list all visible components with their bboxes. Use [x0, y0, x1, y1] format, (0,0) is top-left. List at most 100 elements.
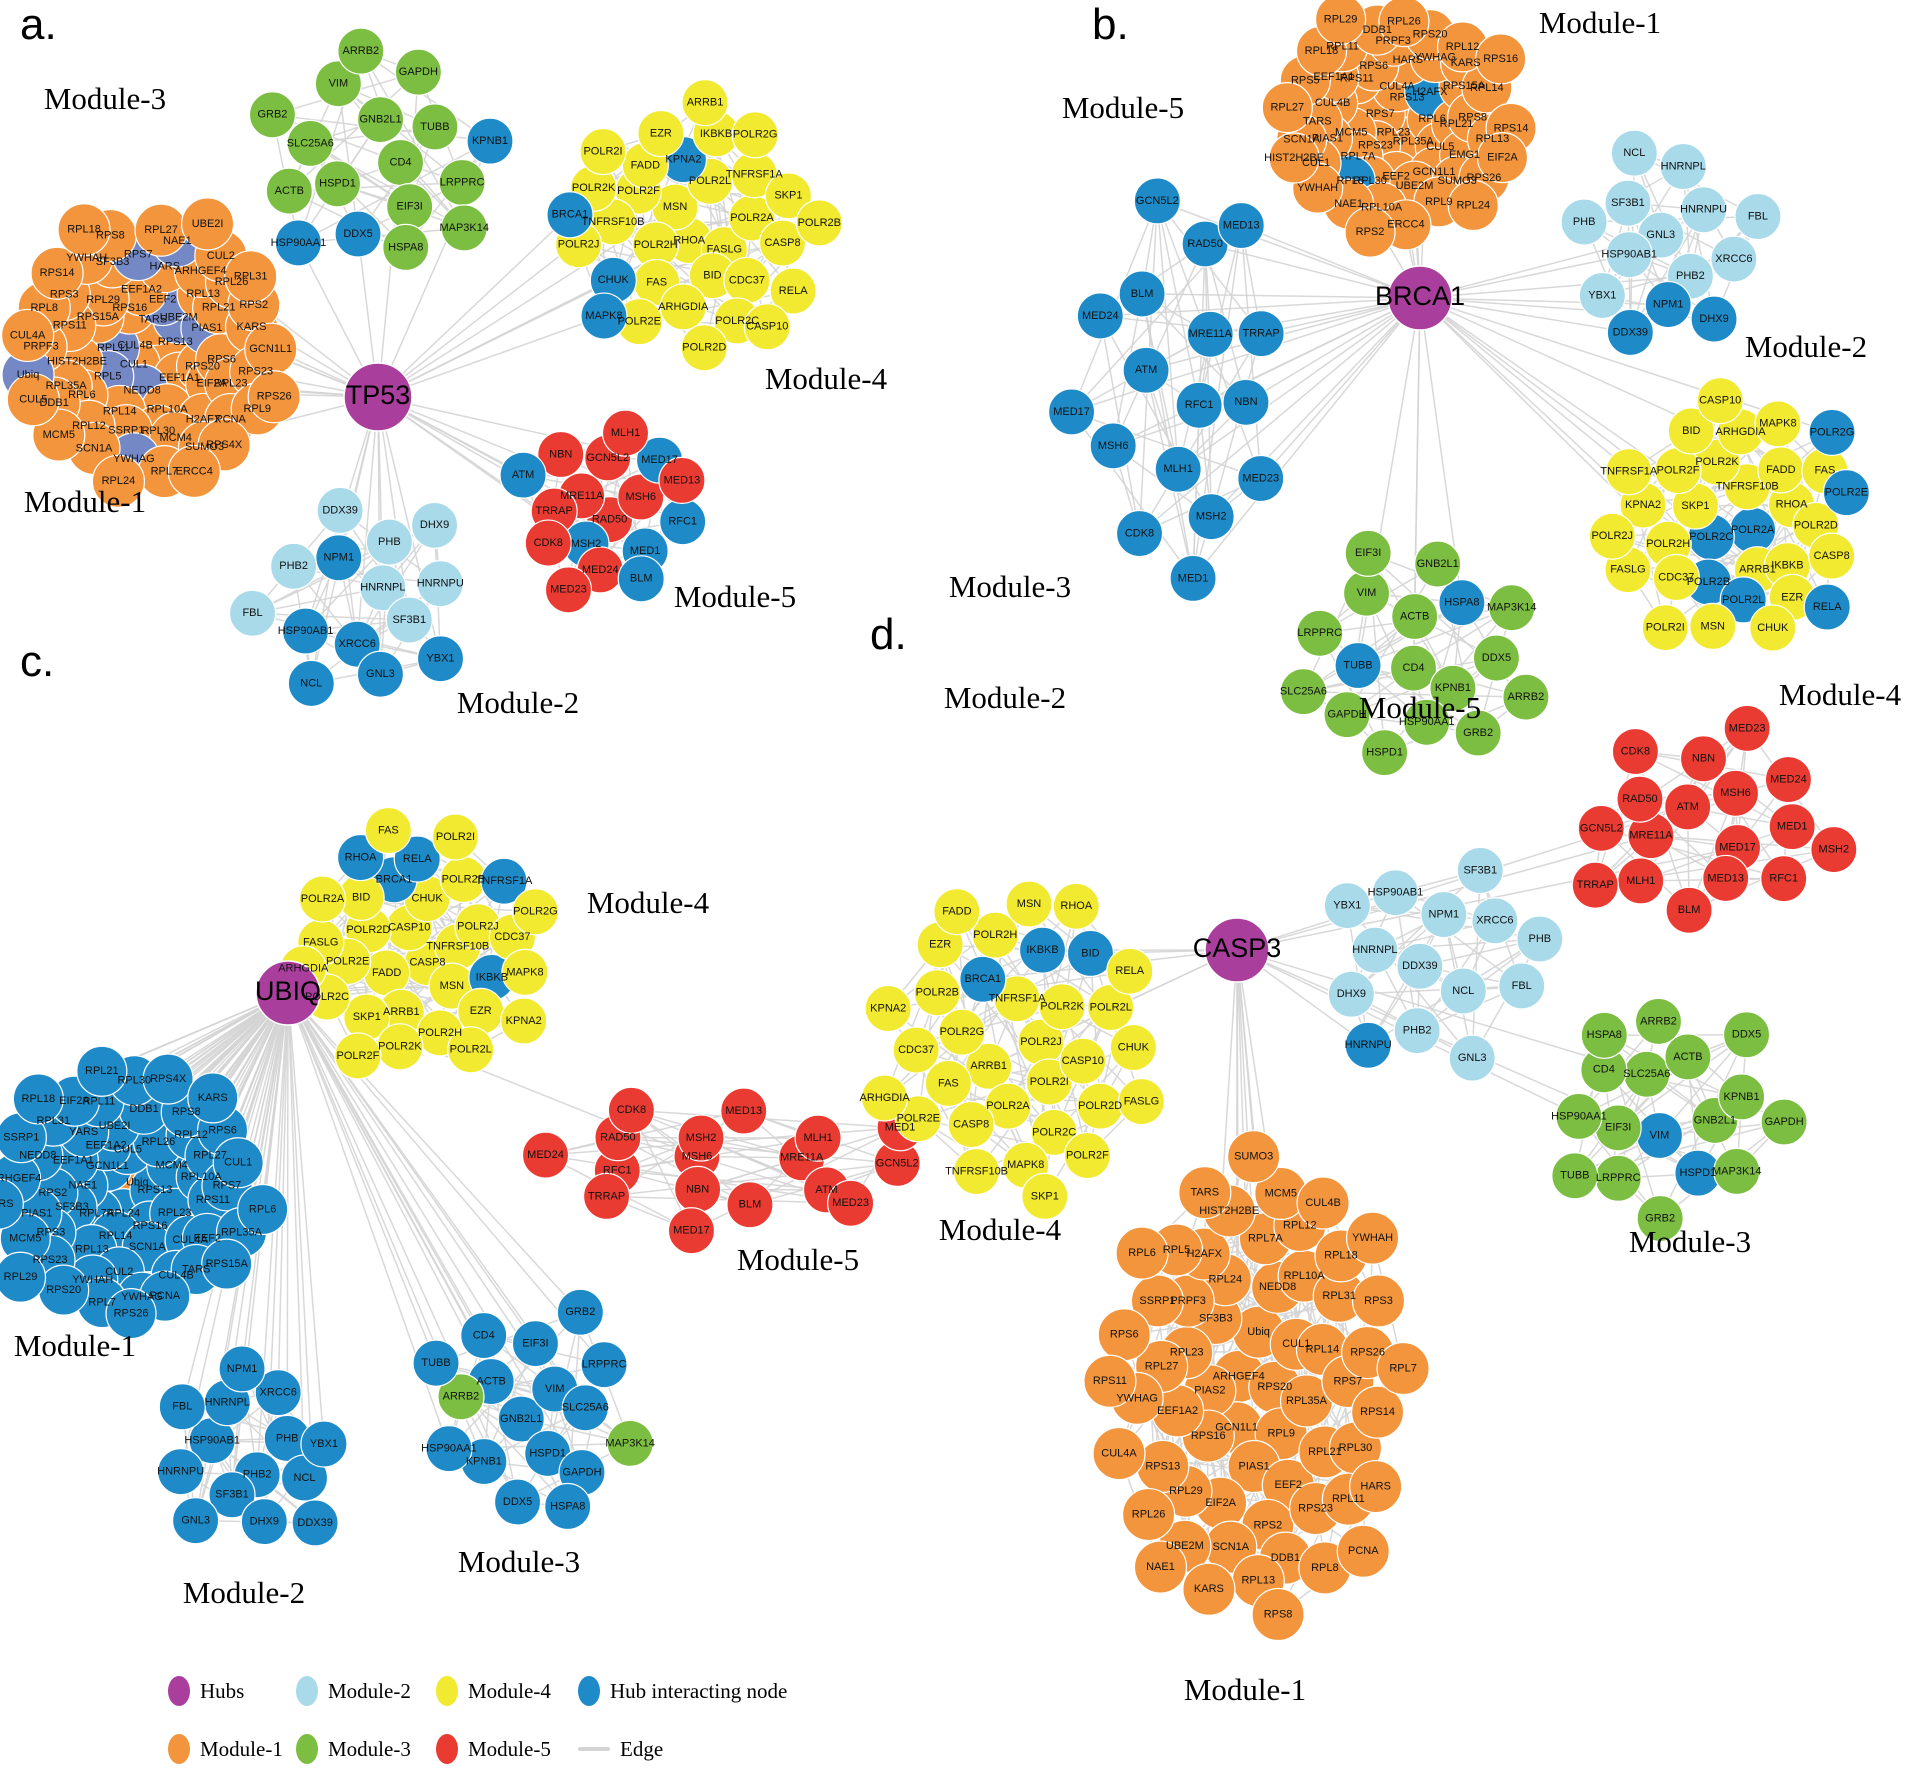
node-ARHGDIA[interactable] — [861, 1074, 909, 1122]
node-EIF3I[interactable] — [511, 1319, 560, 1368]
node-HIST2H2BE[interactable] — [1268, 132, 1320, 184]
node-RPL29[interactable] — [1314, 0, 1367, 45]
node-PHB2[interactable] — [270, 542, 318, 590]
node-SF3B1[interactable] — [208, 1471, 256, 1519]
node-CASP8[interactable] — [758, 219, 807, 267]
node-DHX9[interactable] — [1690, 295, 1738, 343]
node-RPS8[interactable] — [1251, 1587, 1305, 1642]
node-GNL3[interactable] — [356, 650, 405, 698]
node-BID[interactable] — [1667, 407, 1715, 455]
node-RPL18[interactable] — [57, 203, 111, 257]
node-HNRNPU[interactable] — [157, 1448, 205, 1496]
node-RPL6[interactable] — [1115, 1226, 1169, 1280]
node-TNFRSF10B[interactable] — [952, 1147, 1001, 1196]
node-RPS11[interactable] — [1083, 1354, 1137, 1408]
node-ARHGDIA[interactable] — [659, 283, 707, 331]
node-HSP90AB1[interactable] — [1605, 231, 1653, 279]
node-ARRB1[interactable] — [681, 79, 729, 127]
node-KARS[interactable] — [1182, 1562, 1236, 1616]
node-NBN[interactable] — [537, 430, 585, 479]
node-TUBB[interactable] — [411, 103, 459, 151]
node-VIM[interactable] — [314, 60, 362, 108]
node-BRCA1[interactable] — [959, 955, 1007, 1003]
node-RELA[interactable] — [1106, 947, 1154, 995]
node-GRB2[interactable] — [248, 91, 297, 139]
node-MSH2[interactable] — [1810, 825, 1858, 874]
node-DDX5[interactable] — [1472, 634, 1521, 682]
node-RPS3[interactable] — [1351, 1274, 1406, 1328]
node-MED13[interactable] — [658, 456, 706, 504]
node-MAP3K14[interactable] — [1488, 584, 1536, 632]
node-RPS15A[interactable] — [201, 1238, 253, 1290]
node-RELA[interactable] — [769, 267, 817, 315]
node-HNRNPL[interactable] — [1351, 926, 1399, 974]
node-SLC25A6[interactable] — [1279, 668, 1328, 716]
node-CASP10[interactable] — [743, 303, 791, 351]
node-BLM[interactable] — [1118, 270, 1166, 318]
node-GRB2[interactable] — [1636, 1194, 1684, 1243]
node-CD4[interactable] — [1389, 644, 1438, 692]
node-YBX1[interactable] — [300, 1420, 348, 1468]
node-POLR2G[interactable] — [731, 111, 779, 159]
node-MLH1[interactable] — [794, 1114, 842, 1162]
node-RPS16[interactable] — [1475, 33, 1527, 85]
node-MSN[interactable] — [1689, 602, 1737, 651]
node-YBX1[interactable] — [416, 635, 465, 683]
node-XRCC6[interactable] — [254, 1369, 302, 1417]
node-SF3B1[interactable] — [1604, 179, 1652, 227]
hub-TP53[interactable] — [343, 362, 413, 432]
node-GNB2L1[interactable] — [497, 1395, 545, 1443]
node-GNB2L1[interactable] — [356, 95, 405, 144]
node-POLR2K[interactable] — [1038, 983, 1086, 1031]
node-PCNA[interactable] — [1336, 1524, 1390, 1578]
node-HSP90AA1[interactable] — [425, 1425, 473, 1473]
node-RAD50[interactable] — [1616, 775, 1664, 823]
node-BLM[interactable] — [617, 555, 665, 603]
node-MED13[interactable] — [1702, 854, 1750, 903]
node-DDX5[interactable] — [1722, 1011, 1771, 1059]
hub-BRCA1[interactable] — [1387, 265, 1453, 331]
node-CDK8[interactable] — [1115, 509, 1164, 558]
node-SF3B1[interactable] — [1456, 846, 1504, 895]
node-HSPA8[interactable] — [382, 223, 430, 271]
node-POLR2F[interactable] — [1063, 1131, 1112, 1180]
node-HSP90AA1[interactable] — [1555, 1092, 1603, 1141]
node-RPL24[interactable] — [91, 454, 146, 508]
node-MSH2[interactable] — [1187, 493, 1235, 541]
node-RHOA[interactable] — [1052, 882, 1100, 930]
node-CUL4A[interactable] — [1092, 1426, 1146, 1481]
node-DDX5[interactable] — [493, 1478, 542, 1526]
node-RPL6[interactable] — [237, 1183, 289, 1236]
node-CUL5[interactable] — [6, 373, 60, 427]
node-POLR2B[interactable] — [913, 969, 961, 1017]
node-HSP90AB1[interactable] — [1371, 869, 1420, 917]
node-CD4[interactable] — [460, 1311, 508, 1360]
node-DHX9[interactable] — [240, 1498, 288, 1546]
node-RELA[interactable] — [1803, 583, 1851, 631]
node-FASLG[interactable] — [1117, 1077, 1166, 1126]
node-MED1[interactable] — [1169, 554, 1217, 602]
node-RPL29[interactable] — [0, 1251, 47, 1303]
node-NPM1[interactable] — [1644, 280, 1692, 329]
node-GAPDH[interactable] — [1760, 1098, 1808, 1146]
node-BLM[interactable] — [1665, 886, 1713, 934]
node-RPL24[interactable] — [1447, 179, 1499, 232]
node-GNB2L1[interactable] — [1414, 540, 1462, 588]
node-POLR2D[interactable] — [680, 324, 728, 372]
node-NCL[interactable] — [1439, 967, 1487, 1015]
node-GRB2[interactable] — [1454, 709, 1502, 757]
node-POLR2F[interactable] — [334, 1032, 382, 1080]
node-HARS[interactable] — [0, 1178, 24, 1230]
node-TNFRSF1A[interactable] — [1605, 448, 1653, 496]
node-XRCC6[interactable] — [1710, 235, 1758, 283]
node-HSPA8[interactable] — [1438, 579, 1486, 627]
node-CUL4A[interactable] — [1, 308, 55, 363]
node-ERCC4[interactable] — [167, 444, 221, 499]
node-LRPPRC[interactable] — [1296, 609, 1344, 657]
node-MAP3K14[interactable] — [1713, 1147, 1761, 1195]
node-MAP3K14[interactable] — [606, 1419, 654, 1467]
node-POLR2A[interactable] — [298, 875, 347, 923]
node-DDX39[interactable] — [1606, 308, 1654, 357]
node-TRRAP[interactable] — [582, 1172, 631, 1220]
node-SSRP1[interactable] — [1130, 1274, 1185, 1328]
